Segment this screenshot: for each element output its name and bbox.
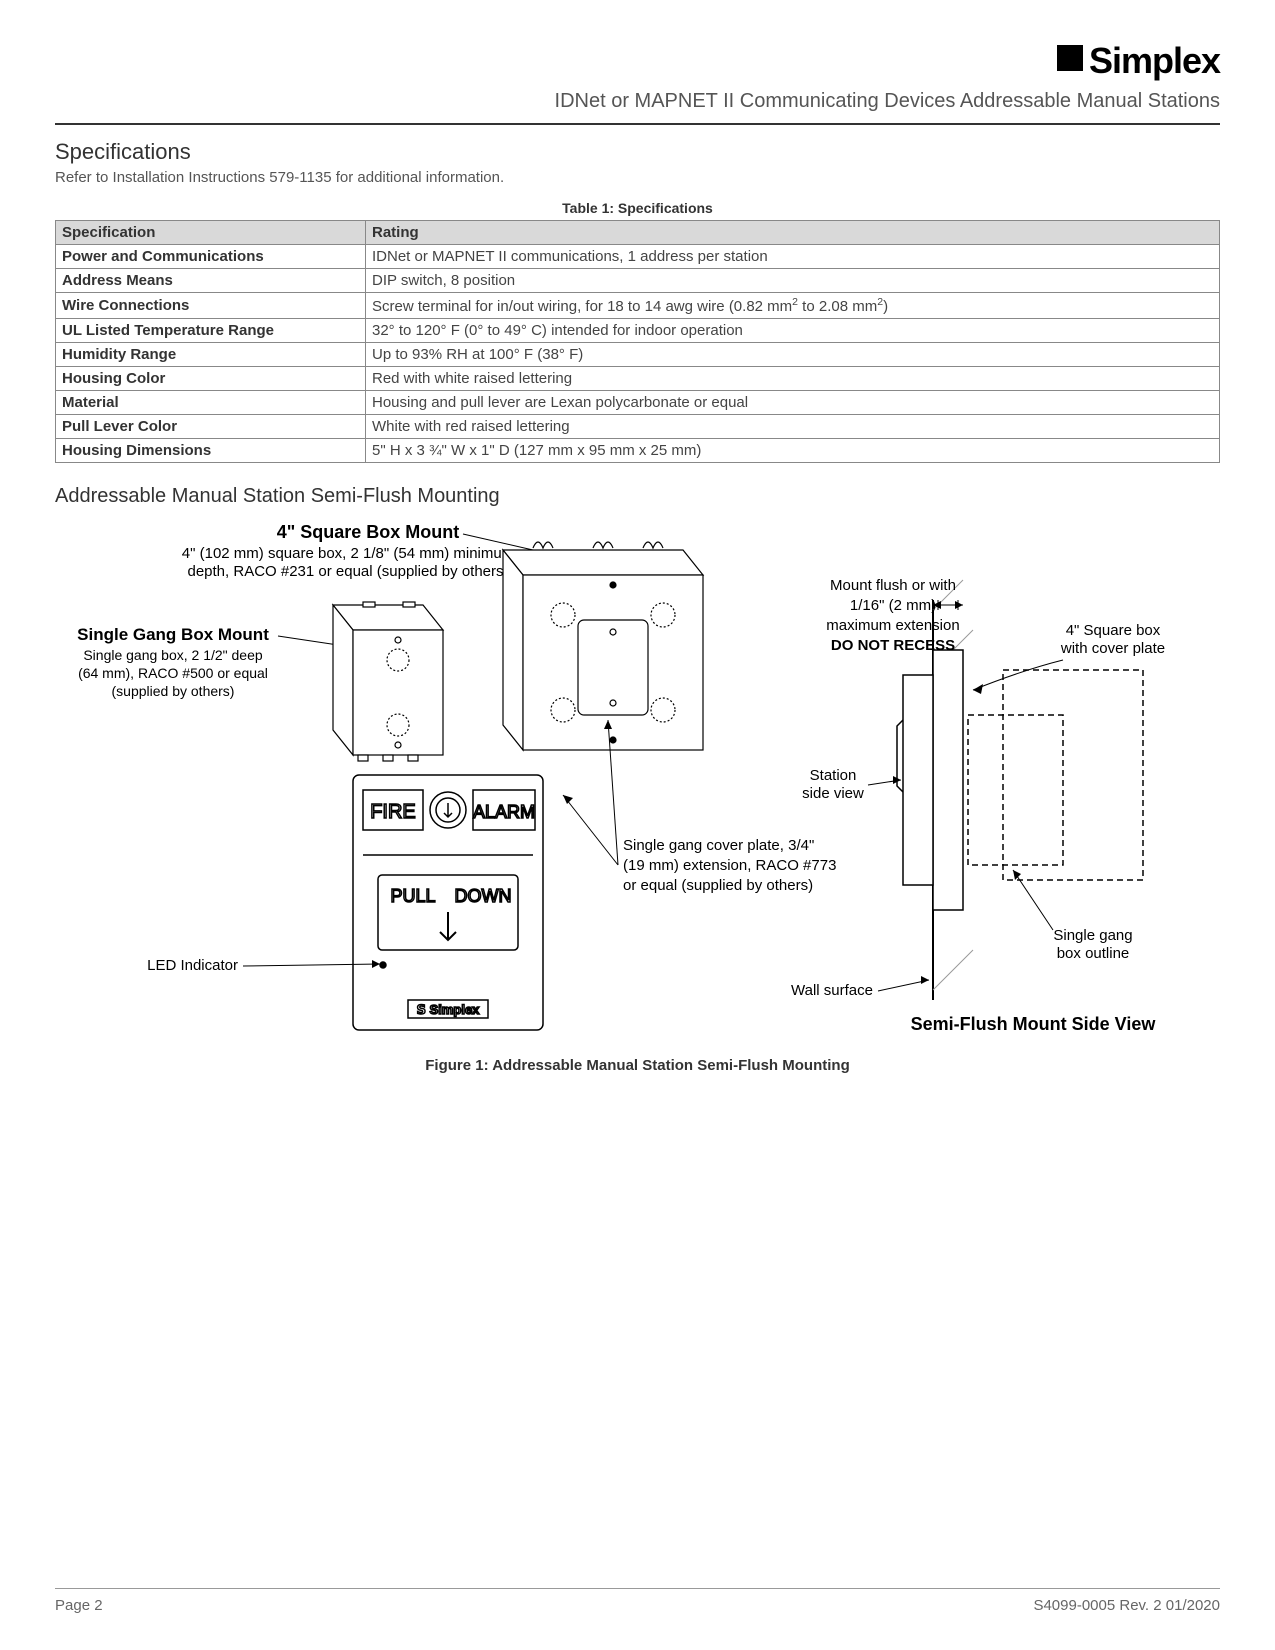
label-single-gang-desc2: (64 mm), RACO #500 or equal [78, 665, 268, 681]
label-cover3: or equal (supplied by others) [623, 877, 813, 894]
label-cover2: (19 mm) extension, RACO #773 [623, 857, 836, 874]
spec-rating: Red with white raised lettering [366, 367, 1220, 391]
label-sqbox2: with cover plate [1059, 640, 1164, 657]
label-flush3: maximum extension [826, 617, 959, 634]
table-row: Power and CommunicationsIDNet or MAPNET … [56, 245, 1220, 269]
label-square-box-desc2: depth, RACO #231 or equal (supplied by o… [187, 563, 508, 580]
spec-name: UL Listed Temperature Range [56, 319, 366, 343]
label-pull: PULL [390, 886, 435, 906]
spec-name: Material [56, 391, 366, 415]
label-side-view-title: Semi-Flush Mount Side View [910, 1014, 1156, 1034]
table-caption: Table 1: Specifications [55, 200, 1220, 216]
col-rating: Rating [366, 221, 1220, 245]
table-row: Wire ConnectionsScrew terminal for in/ou… [56, 293, 1220, 319]
figure-caption: Figure 1: Addressable Manual Station Sem… [55, 1057, 1220, 1074]
table-row: Pull Lever ColorWhite with red raised le… [56, 415, 1220, 439]
spec-rating: 32° to 120° F (0° to 49° C) intended for… [366, 319, 1220, 343]
spec-rating: White with red raised lettering [366, 415, 1220, 439]
label-wall: Wall surface [791, 982, 873, 999]
label-flush1: Mount flush or with [830, 577, 956, 594]
spec-table: Specification Rating Power and Communica… [55, 220, 1220, 463]
label-flush2: 1/16" (2 mm) [849, 597, 935, 614]
table-row: MaterialHousing and pull lever are Lexan… [56, 391, 1220, 415]
spec-rating: DIP switch, 8 position [366, 269, 1220, 293]
label-sg-outline1: Single gang [1053, 927, 1132, 944]
spec-name: Power and Communications [56, 245, 366, 269]
footer-rev: S4099-0005 Rev. 2 01/2020 [1033, 1597, 1220, 1614]
spec-name: Humidity Range [56, 343, 366, 367]
label-do-not-recess: DO NOT RECESS [830, 637, 954, 654]
spec-rating: Screw terminal for in/out wiring, for 18… [366, 293, 1220, 319]
footer-page: Page 2 [55, 1597, 103, 1614]
label-cover1: Single gang cover plate, 3/4" [623, 837, 814, 854]
doc-title: IDNet or MAPNET II Communicating Devices… [55, 90, 1220, 113]
label-down: DOWN [454, 886, 511, 906]
spec-rating: Housing and pull lever are Lexan polycar… [366, 391, 1220, 415]
table-row: Housing Dimensions5" H x 3 ¾" W x 1" D (… [56, 439, 1220, 463]
spec-name: Pull Lever Color [56, 415, 366, 439]
col-spec: Specification [56, 221, 366, 245]
label-sg-outline2: box outline [1056, 945, 1129, 962]
spec-rating: Up to 93% RH at 100° F (38° F) [366, 343, 1220, 367]
spec-rating: IDNet or MAPNET II communications, 1 add… [366, 245, 1220, 269]
table-header-row: Specification Rating [56, 221, 1220, 245]
spec-name: Wire Connections [56, 293, 366, 319]
brand-text: Simplex [1089, 40, 1220, 82]
figure-1: 4" Square Box Mount 4" (102 mm) square b… [55, 520, 1220, 1045]
page-footer: Page 2 S4099-0005 Rev. 2 01/2020 [55, 1588, 1220, 1614]
page-header: Simplex [55, 40, 1220, 82]
label-station-side: Station [809, 767, 856, 784]
label-single-gang-desc1: Single gang box, 2 1/2" deep [83, 647, 263, 663]
brand-icon [1055, 40, 1085, 82]
section-title: Specifications [55, 139, 1220, 165]
svg-text:𝗦 Simplex: 𝗦 Simplex [416, 1002, 480, 1017]
label-sqbox1: 4" Square box [1065, 622, 1160, 639]
label-single-gang-desc3: (supplied by others) [111, 683, 234, 699]
label-single-gang-title: Single Gang Box Mount [77, 625, 269, 644]
table-row: Address MeansDIP switch, 8 position [56, 269, 1220, 293]
header-rule [55, 123, 1220, 125]
label-station-side2: side view [802, 785, 864, 802]
table-row: Humidity RangeUp to 93% RH at 100° F (38… [56, 343, 1220, 367]
label-led: LED Indicator [147, 957, 238, 974]
spec-name: Address Means [56, 269, 366, 293]
brand-logo: Simplex [1055, 40, 1220, 82]
spec-name: Housing Dimensions [56, 439, 366, 463]
table-row: Housing ColorRed with white raised lette… [56, 367, 1220, 391]
table-row: UL Listed Temperature Range32° to 120° F… [56, 319, 1220, 343]
mounting-title: Addressable Manual Station Semi-Flush Mo… [55, 485, 1220, 508]
label-square-box-desc1: 4" (102 mm) square box, 2 1/8" (54 mm) m… [181, 545, 513, 562]
section-subtitle: Refer to Installation Instructions 579-1… [55, 169, 1220, 186]
label-square-box-title: 4" Square Box Mount [276, 522, 459, 542]
spec-rating: 5" H x 3 ¾" W x 1" D (127 mm x 95 mm x 2… [366, 439, 1220, 463]
label-alarm: ALARM [472, 802, 534, 822]
spec-name: Housing Color [56, 367, 366, 391]
label-fire: FIRE [370, 801, 416, 823]
